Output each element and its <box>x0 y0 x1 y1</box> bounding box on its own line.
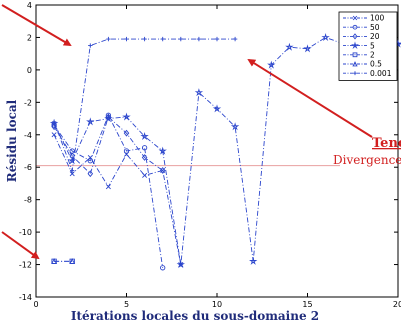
y-tick-label: -8 <box>24 196 32 205</box>
data-point-20 <box>141 154 148 161</box>
data-point-5 <box>321 33 330 42</box>
x-tick-label: 0 <box>33 300 38 309</box>
arrow-top-left <box>1 4 72 47</box>
data-point-100 <box>51 132 57 138</box>
legend-label-0.5: 0.5 <box>370 60 382 69</box>
legend-marker-100 <box>352 15 358 21</box>
data-point-5 <box>49 119 59 127</box>
data-point-0.001 <box>124 36 129 42</box>
x-tick-label: 10 <box>212 300 222 309</box>
data-point-0.001 <box>214 36 220 42</box>
data-point-0.001 <box>160 36 165 42</box>
annotation-divergence: Divergence <box>333 153 401 167</box>
series-0.5 <box>51 258 76 264</box>
data-point-20 <box>87 170 94 178</box>
series-20 <box>51 113 166 178</box>
data-point-5 <box>267 60 276 69</box>
data-point-0.001 <box>142 36 147 42</box>
data-point-100 <box>142 172 148 178</box>
x-tick-label: 5 <box>124 300 129 309</box>
legend-label-5: 5 <box>370 41 375 50</box>
data-point-5 <box>230 122 240 131</box>
data-point-0.001 <box>232 36 238 42</box>
data-point-0.001 <box>178 36 183 42</box>
y-tick-label: -2 <box>24 98 32 107</box>
y-tick-label: -6 <box>24 163 32 172</box>
x-axis-label: Itérations locales du sous-domaine 2 <box>71 309 319 323</box>
data-point-100 <box>69 171 75 177</box>
data-point-5 <box>249 256 258 265</box>
y-tick-label: 0 <box>27 66 32 75</box>
legend-marker-0.001 <box>353 71 357 76</box>
legend-label-0.001: 0.001 <box>370 69 392 78</box>
legend-marker-20 <box>352 33 358 40</box>
data-point-20 <box>159 167 166 174</box>
series-100 <box>51 132 184 268</box>
data-point-0.001 <box>88 43 93 48</box>
y-tick-label: 4 <box>27 1 32 10</box>
data-point-5 <box>303 44 312 53</box>
legend-box <box>338 11 398 81</box>
data-point-5 <box>285 42 294 51</box>
data-point-5 <box>86 117 95 126</box>
data-point-0.001 <box>196 36 202 42</box>
legend-label-100: 100 <box>370 14 385 23</box>
data-point-0.5 <box>69 258 76 264</box>
data-point-0.5 <box>51 258 58 264</box>
annotations: Tenc Divergence <box>1 4 401 260</box>
data-point-50 <box>87 158 93 164</box>
data-point-5 <box>158 146 167 155</box>
data-point-5 <box>122 112 131 121</box>
y-axis-label: Résidu local <box>5 99 19 182</box>
data-point-50 <box>160 265 166 271</box>
arrow-right <box>247 58 373 138</box>
data-point-50 <box>105 112 112 118</box>
series-line-100 <box>53 134 182 265</box>
series-line-20 <box>53 116 163 175</box>
legend-marker-2 <box>352 52 358 58</box>
legend-marker-50 <box>352 24 358 30</box>
data-point-50 <box>123 148 130 154</box>
series-50 <box>51 112 166 271</box>
legend-label-50: 50 <box>370 23 380 32</box>
series-0.001 <box>51 36 238 173</box>
y-tick-label: -12 <box>19 261 32 270</box>
arrow-bottom-left <box>1 231 40 260</box>
annotation-tendance: Tenc <box>372 136 401 151</box>
y-tick-label: -14 <box>19 293 32 302</box>
data-point-20 <box>123 129 130 137</box>
data-point-5 <box>104 114 113 123</box>
x-tick-label: 20 <box>393 300 401 309</box>
x-tick-label: 15 <box>302 300 312 309</box>
data-point-5 <box>212 104 222 113</box>
data-point-5 <box>194 88 204 97</box>
data-point-50 <box>141 145 148 151</box>
y-tick-label: -4 <box>24 131 32 140</box>
data-point-5 <box>176 260 185 269</box>
data-point-0.001 <box>51 119 57 124</box>
y-tick-label: -10 <box>19 228 32 237</box>
data-point-0.001 <box>106 36 111 42</box>
data-point-100 <box>105 184 111 190</box>
y-tick-label: 2 <box>27 33 32 42</box>
legend-label-20: 20 <box>370 32 380 41</box>
legend-marker-5 <box>351 41 359 49</box>
data-point-5 <box>140 131 149 140</box>
legend-label-2: 2 <box>370 51 375 60</box>
data-point-0.001 <box>70 168 75 173</box>
legend-marker-0.5 <box>352 61 358 67</box>
